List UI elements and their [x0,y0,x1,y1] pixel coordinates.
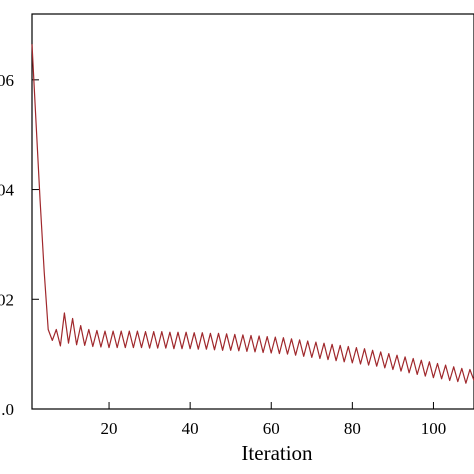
x-tick-label: 80 [344,419,361,438]
series-group [31,44,474,384]
x-axis-ticks: 20 40 60 80 100 [101,402,447,438]
x-tick-label: 40 [182,419,199,438]
plot-frame [31,13,474,410]
x-tick-label: 100 [421,419,447,438]
y-tick-label: 02 [0,290,14,309]
y-tick-label: 06 [0,71,14,90]
y-tick-label: 04 [0,181,15,200]
series-line-0 [31,44,474,384]
y-axis-ticks: .0 02 04 06 [0,71,39,419]
x-axis-title: Iteration [241,441,313,465]
y-tick-label: .0 [1,400,14,419]
x-tick-label: 60 [263,419,280,438]
x-tick-label: 20 [101,419,118,438]
